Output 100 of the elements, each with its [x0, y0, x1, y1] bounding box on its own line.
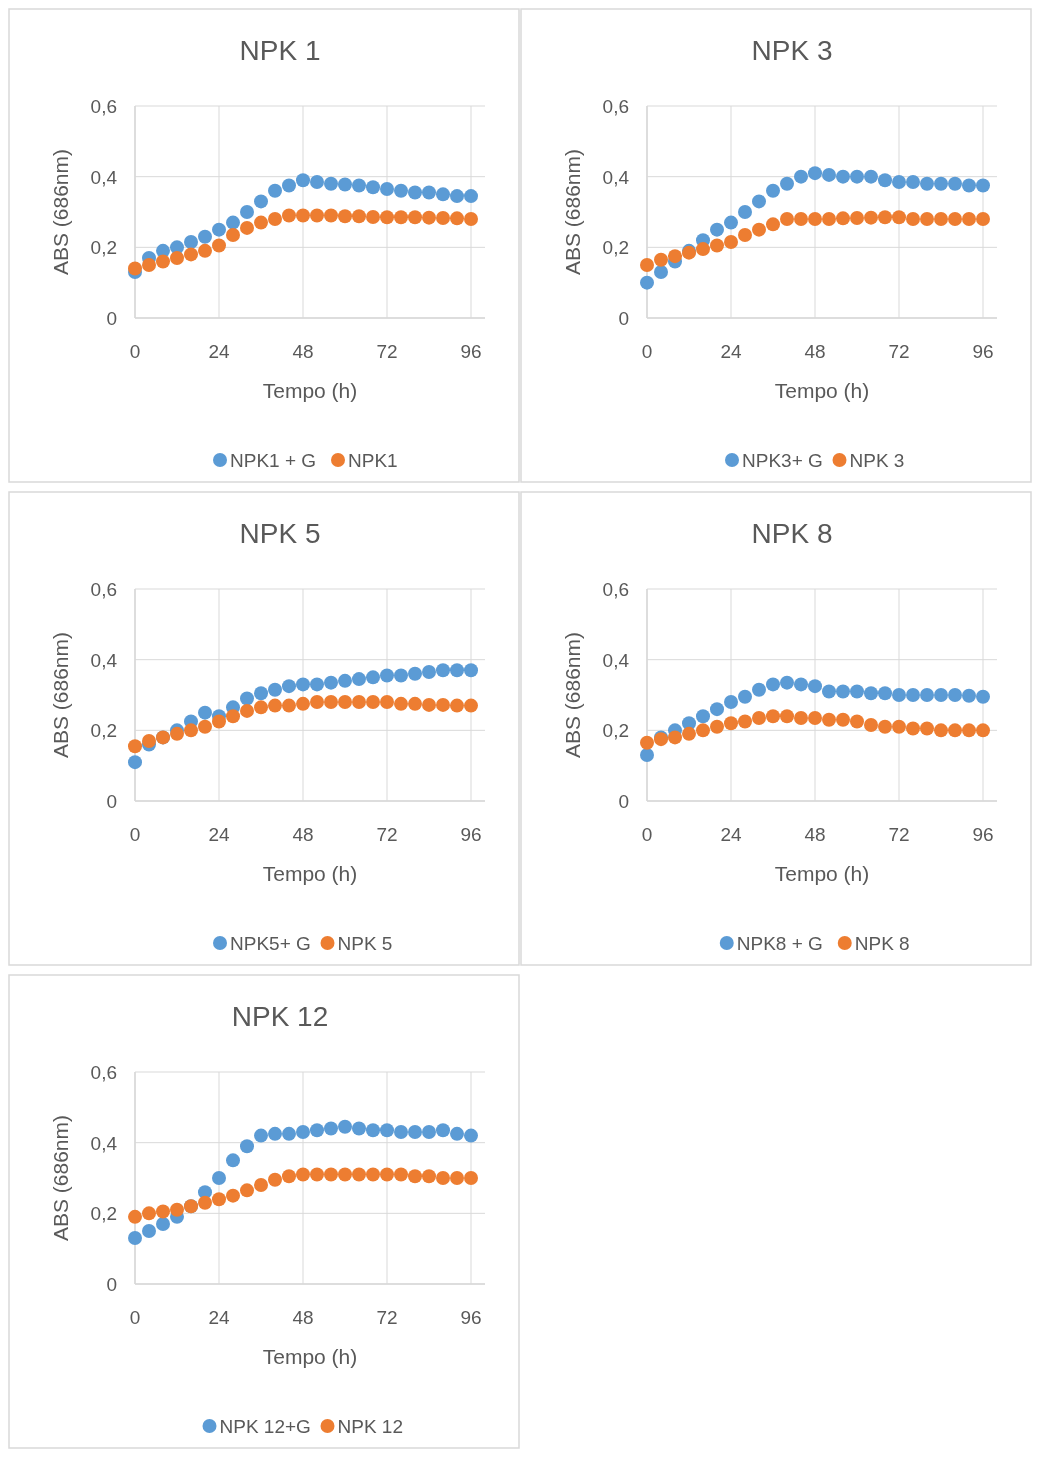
point	[962, 688, 976, 703]
y-axis-title: ABS (686nm)	[49, 148, 72, 276]
point	[366, 670, 380, 685]
chart-title: NPK 3	[751, 35, 833, 66]
point	[226, 215, 240, 230]
point	[436, 697, 450, 712]
point	[142, 258, 156, 272]
x-tick-label: 72	[376, 341, 398, 362]
point	[464, 698, 478, 713]
point	[352, 672, 366, 687]
point	[408, 185, 422, 200]
point	[268, 1172, 282, 1187]
x-tick-label: 48	[292, 824, 314, 845]
point	[366, 180, 380, 195]
point	[394, 1167, 408, 1182]
point	[352, 1167, 366, 1182]
point	[212, 1192, 226, 1207]
legend-label: NPK 8	[854, 933, 910, 954]
point	[948, 212, 962, 227]
point	[184, 235, 198, 250]
point	[850, 684, 864, 699]
point	[906, 721, 920, 736]
point	[254, 1128, 268, 1143]
point	[948, 176, 962, 191]
point	[282, 208, 296, 223]
x-tick-label: 24	[720, 824, 742, 845]
point	[850, 211, 864, 226]
point	[324, 695, 338, 710]
point	[198, 229, 212, 244]
point	[380, 210, 394, 225]
point	[640, 735, 654, 750]
point	[310, 1123, 324, 1138]
point	[654, 252, 668, 267]
legend-label: NPK 12+G	[219, 1416, 311, 1437]
point	[254, 1178, 268, 1193]
point	[352, 178, 366, 193]
point	[836, 169, 850, 184]
point	[408, 696, 422, 711]
point	[892, 719, 906, 734]
point	[366, 1123, 380, 1138]
point	[282, 679, 296, 694]
legend-label: NPK 5	[337, 933, 393, 954]
point	[464, 189, 478, 204]
point	[380, 695, 394, 710]
point	[394, 668, 408, 683]
y-tick-label: 0,4	[90, 649, 118, 671]
point	[380, 1123, 394, 1138]
legend-label: NPK5+ G	[230, 933, 311, 954]
x-axis-title: Tempo (h)	[262, 1345, 358, 1368]
x-tick-label: 72	[888, 824, 910, 845]
point	[268, 212, 282, 227]
point	[296, 208, 310, 223]
point	[408, 210, 422, 225]
point	[934, 723, 948, 738]
point	[450, 1126, 464, 1141]
y-tick-label: 0	[618, 791, 629, 812]
point	[436, 211, 450, 226]
point	[254, 194, 268, 209]
point	[128, 261, 142, 276]
point	[240, 1139, 254, 1154]
point	[142, 1224, 156, 1238]
point	[920, 176, 934, 191]
point	[780, 212, 794, 227]
y-tick-label: 0,4	[90, 166, 118, 188]
y-tick-label: 0,4	[602, 166, 630, 188]
point	[934, 176, 948, 191]
point	[170, 1202, 184, 1217]
point	[338, 1167, 352, 1182]
point	[226, 709, 240, 724]
point	[710, 238, 724, 253]
point	[948, 688, 962, 702]
chart-title: NPK 5	[239, 518, 321, 549]
point	[864, 169, 878, 184]
point	[724, 215, 738, 230]
point	[296, 696, 310, 711]
point	[696, 242, 710, 257]
point	[906, 688, 920, 702]
point	[296, 1125, 310, 1140]
point	[156, 254, 170, 269]
point	[962, 212, 976, 227]
point	[766, 677, 780, 692]
point	[724, 235, 738, 250]
point	[198, 705, 212, 720]
point	[310, 1167, 324, 1182]
y-tick-label: 0	[106, 308, 117, 329]
y-tick-label: 0,2	[90, 237, 117, 259]
point	[464, 663, 478, 678]
y-tick-label: 0	[106, 791, 117, 812]
point	[696, 723, 710, 738]
point	[780, 675, 794, 690]
point	[808, 212, 822, 227]
point	[212, 1171, 226, 1185]
x-tick-label: 0	[129, 341, 141, 362]
y-tick-label: 0,4	[90, 1132, 118, 1154]
point	[710, 222, 724, 237]
point	[352, 209, 366, 224]
point	[668, 249, 682, 264]
point	[780, 176, 794, 191]
point	[422, 697, 436, 712]
point	[450, 698, 464, 713]
